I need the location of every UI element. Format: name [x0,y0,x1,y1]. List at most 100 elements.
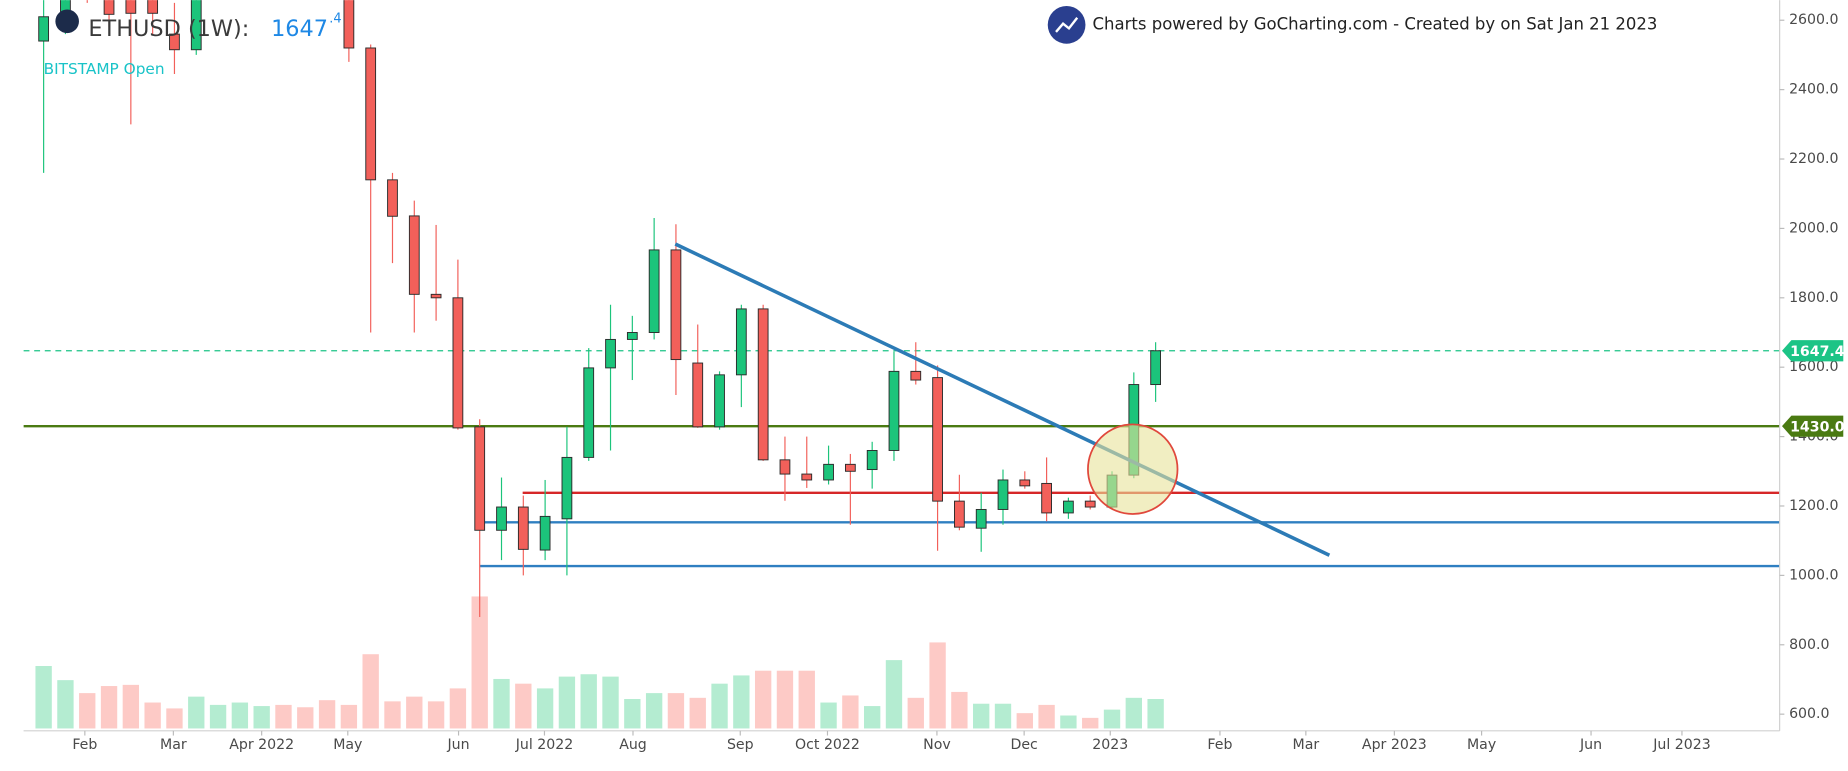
candle-body [125,0,137,14]
x-tick-label: Mar [160,737,187,753]
volume-bar [754,670,772,729]
volume-bar [711,683,728,729]
candle-body [1150,350,1161,386]
symbol-icon [55,9,79,34]
x-tick-label: 2023 [1092,737,1128,753]
volume-bar [580,674,597,729]
candle-body [365,47,377,181]
volume-bar [253,706,270,729]
volume-bar [776,670,794,729]
candle-body [1063,500,1074,514]
candle-body [714,374,725,428]
volume-bar [427,701,445,729]
candle-body [648,249,660,333]
candle-body [583,367,595,458]
x-tick-label: Jun [1579,737,1602,753]
volume-bar [689,697,706,729]
x-tick-label: Mar [1293,737,1320,753]
candle-body [670,249,682,361]
candle-body [757,308,769,461]
volume-bar [231,702,249,729]
volume-bar [1082,717,1099,729]
volume-bar [100,686,118,729]
candle-body [38,16,50,42]
y-tick-label: 2600.0 [1789,12,1838,28]
volume-bar [297,707,314,729]
candle-body [910,370,922,381]
credit: Charts powered by GoCharting.com - Creat… [1093,14,1658,33]
volume-bar [1147,699,1164,729]
highlight-circle [1087,423,1179,515]
volume-bar [515,683,532,729]
exchange-label: BITSTAMP Open [44,60,165,78]
candle-body [954,500,965,528]
candle-body [103,0,115,15]
candle-body [539,515,551,551]
y-tick-label: 800.0 [1789,637,1829,653]
candle-body [408,215,420,295]
x-tick-label: Oct 2022 [795,737,860,753]
candle-body [692,362,704,428]
credit-icon [1047,6,1086,44]
volume-bar [907,697,924,729]
volume-bar [929,642,946,729]
y-tick-label: 1000.0 [1789,567,1838,583]
volume-bar [471,596,488,729]
candle-body [626,332,638,340]
candle-body [430,293,442,299]
volume-bar [362,654,379,729]
volume-bar [842,695,859,729]
volume-bar [166,708,183,729]
volume-bar [558,676,576,729]
volume-bar [449,688,467,729]
x-tick-label: May [333,737,362,753]
y-tick-label: 1600.0 [1789,359,1838,375]
x-tick-label: Apr 2022 [229,737,294,753]
volume-bar [57,680,74,729]
volume-bar [1060,715,1077,729]
last-price: 1647 [271,16,328,42]
candle-body [1041,482,1052,514]
x-tick-label: Feb [1207,737,1232,753]
volume-bar [667,693,685,729]
volume-bar [1103,709,1121,729]
candle-body [452,297,464,429]
volume-bar [798,670,815,729]
volume-bar [406,696,423,729]
candle-body [1019,479,1031,487]
volume-bar [384,701,401,729]
x-tick-label: May [1467,737,1496,753]
volume-bar [318,700,336,729]
volume-bar [733,675,750,729]
x-tick-label: Apr 2023 [1362,737,1427,753]
volume-bar [885,660,903,729]
volume-bar [536,688,554,729]
candle-body [343,0,355,49]
candle-body [844,463,856,472]
volume-bar [1016,713,1033,729]
candle-body [561,456,573,520]
credit-icon-glyph [1055,17,1079,33]
volume-bar [122,684,140,729]
x-tick-label: Feb [72,737,97,753]
candle-body [147,0,159,14]
candle-body [496,506,507,531]
y-tick-label: 600.0 [1789,706,1829,722]
last-price-fraction: .4 [329,11,341,26]
symbol: ETHUSD (1W): [88,16,249,42]
level-tag [1782,340,1844,362]
volume-bar [188,696,205,729]
volume-bar [209,704,227,729]
candle-body [190,0,202,51]
candle-body [823,463,834,481]
candle-body [387,179,398,217]
level-label: 1430.0 [1790,419,1845,435]
x-tick-label: Dec [1010,737,1037,753]
candle-body [1084,500,1096,508]
candle-body [997,479,1009,510]
volume-bar [340,704,358,729]
header: ETHUSD (1W): 1647 .4 BITSTAMP Open Chart… [44,6,1658,78]
volume-bar [624,699,641,729]
level-tag [1782,415,1844,437]
